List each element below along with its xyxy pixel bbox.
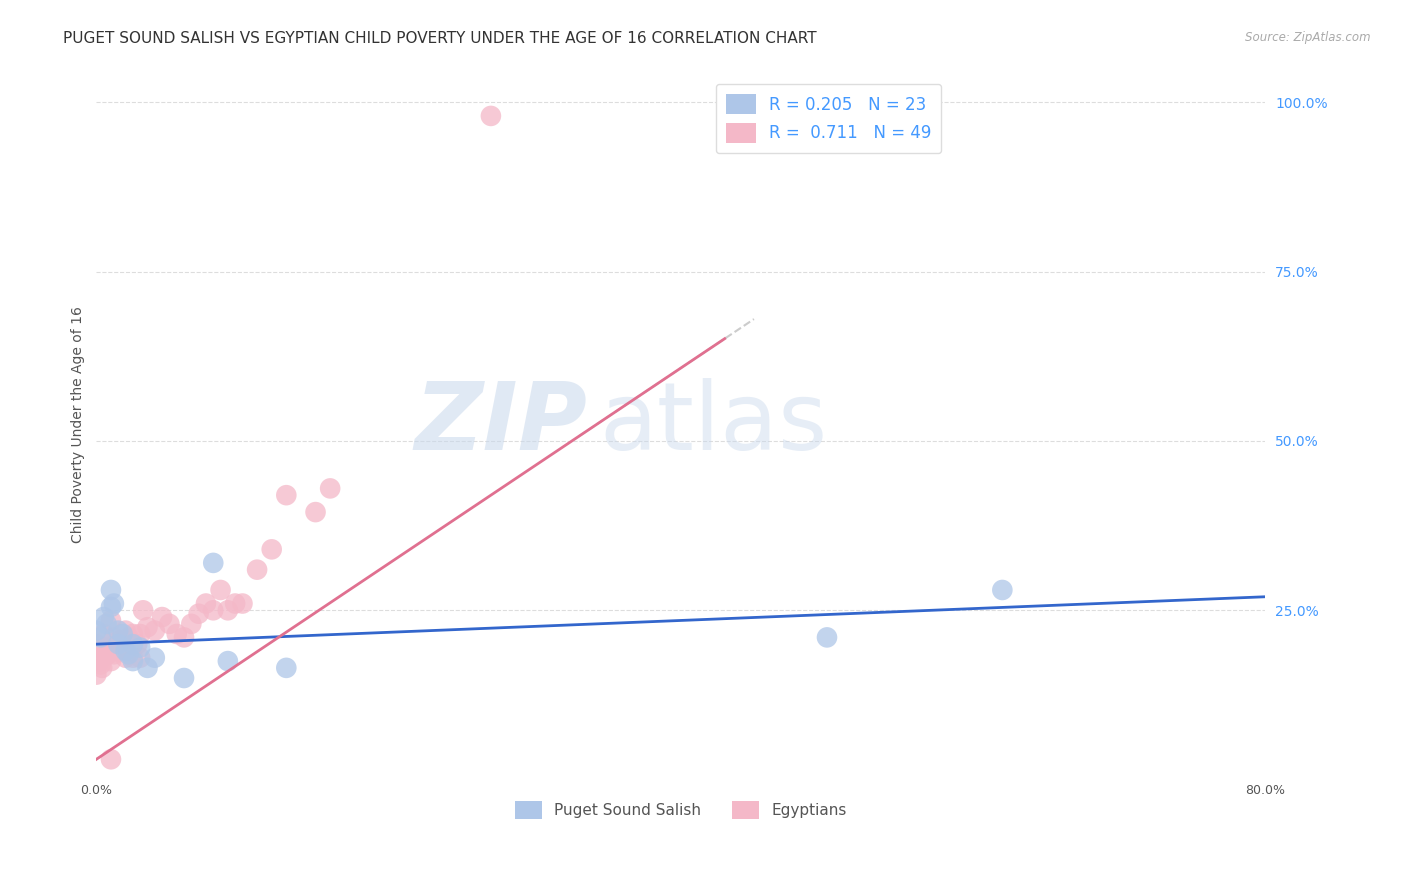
Point [143, 650, 166, 665]
Point [202, 556, 225, 570]
Point [96, 648, 118, 662]
Point [122, 637, 145, 651]
Point [103, 648, 125, 662]
Point [107, 633, 129, 648]
Point [94, 640, 117, 655]
Point [114, 644, 136, 658]
Point [231, 597, 253, 611]
Point [815, 631, 838, 645]
Point [107, 644, 129, 658]
Point [107, 624, 129, 638]
Point [111, 627, 134, 641]
Point [129, 640, 152, 655]
Point [100, 752, 122, 766]
Point [100, 640, 122, 655]
Point [100, 614, 122, 628]
Point [97, 644, 120, 658]
Point [319, 482, 342, 496]
Point [97, 648, 120, 662]
Point [89, 654, 111, 668]
Text: PUGET SOUND SALISH VS EGYPTIAN CHILD POVERTY UNDER THE AGE OF 16 CORRELATION CHA: PUGET SOUND SALISH VS EGYPTIAN CHILD POV… [63, 31, 817, 46]
Point [991, 582, 1014, 597]
Point [122, 654, 145, 668]
Point [304, 505, 326, 519]
Point [93, 627, 115, 641]
Text: atlas: atlas [599, 378, 827, 470]
Point [194, 597, 217, 611]
Point [217, 603, 239, 617]
Point [143, 624, 166, 638]
Point [479, 109, 502, 123]
Point [129, 650, 152, 665]
Point [100, 654, 122, 668]
Point [276, 661, 298, 675]
Point [86, 624, 108, 638]
Point [276, 488, 298, 502]
Point [86, 650, 108, 665]
Point [103, 597, 125, 611]
Point [122, 650, 145, 665]
Point [136, 620, 159, 634]
Point [173, 631, 195, 645]
Point [224, 597, 246, 611]
Point [103, 631, 125, 645]
Point [173, 671, 195, 685]
Point [107, 637, 129, 651]
Point [91, 661, 114, 675]
Point [157, 616, 180, 631]
Point [114, 650, 136, 665]
Point [150, 610, 173, 624]
Point [166, 627, 188, 641]
Point [127, 637, 149, 651]
Point [114, 624, 136, 638]
Point [93, 610, 115, 624]
Point [90, 631, 112, 645]
Point [86, 667, 108, 681]
Point [187, 607, 209, 621]
Point [117, 648, 139, 662]
Point [217, 654, 239, 668]
Point [132, 603, 155, 617]
Point [246, 563, 269, 577]
Point [111, 640, 134, 655]
Point [260, 542, 283, 557]
Point [136, 661, 159, 675]
Legend: Puget Sound Salish, Egyptians: Puget Sound Salish, Egyptians [509, 795, 853, 825]
Point [96, 616, 118, 631]
Point [90, 657, 112, 672]
Point [122, 627, 145, 641]
Point [202, 603, 225, 617]
Point [129, 627, 152, 641]
Text: Source: ZipAtlas.com: Source: ZipAtlas.com [1246, 31, 1371, 45]
Y-axis label: Child Poverty Under the Age of 16: Child Poverty Under the Age of 16 [72, 306, 86, 542]
Point [100, 599, 122, 614]
Point [209, 582, 232, 597]
Point [180, 616, 202, 631]
Point [117, 631, 139, 645]
Point [100, 582, 122, 597]
Point [86, 637, 108, 651]
Text: ZIP: ZIP [415, 378, 588, 470]
